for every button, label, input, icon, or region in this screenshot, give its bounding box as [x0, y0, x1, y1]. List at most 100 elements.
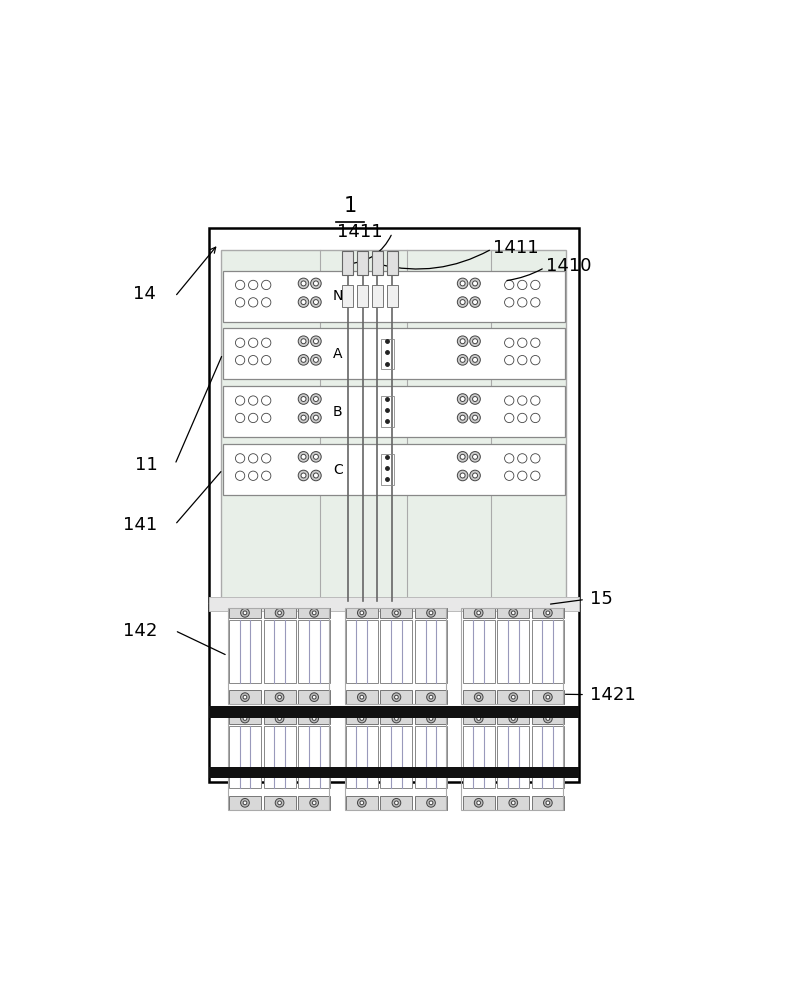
Bar — [346, 796, 378, 810]
Circle shape — [277, 695, 282, 699]
Circle shape — [472, 300, 477, 305]
Circle shape — [472, 473, 477, 478]
Circle shape — [312, 611, 316, 615]
Bar — [463, 713, 495, 724]
Circle shape — [249, 413, 257, 423]
Circle shape — [358, 609, 367, 617]
Circle shape — [470, 278, 480, 289]
Bar — [497, 608, 529, 618]
Circle shape — [546, 801, 549, 805]
Text: 1411: 1411 — [338, 223, 383, 241]
Bar — [497, 620, 529, 683]
Circle shape — [298, 336, 309, 347]
Circle shape — [298, 394, 309, 404]
Circle shape — [477, 611, 480, 615]
Circle shape — [275, 693, 284, 702]
Circle shape — [544, 693, 553, 702]
Circle shape — [310, 609, 318, 617]
Circle shape — [298, 412, 309, 423]
Bar — [532, 726, 564, 788]
Bar — [345, 713, 446, 810]
Circle shape — [517, 413, 527, 423]
Circle shape — [310, 355, 322, 365]
Circle shape — [512, 611, 515, 615]
Bar — [532, 713, 564, 724]
Circle shape — [314, 415, 318, 420]
Bar — [298, 713, 330, 724]
Circle shape — [298, 452, 309, 462]
Circle shape — [360, 717, 363, 720]
Bar — [381, 396, 394, 427]
Circle shape — [470, 336, 480, 347]
Circle shape — [517, 338, 527, 347]
Circle shape — [301, 454, 306, 459]
Bar — [532, 796, 564, 810]
Circle shape — [429, 611, 433, 615]
Circle shape — [395, 611, 399, 615]
Circle shape — [360, 611, 363, 615]
Circle shape — [310, 452, 322, 462]
Circle shape — [358, 714, 367, 723]
Text: B: B — [333, 405, 342, 419]
Circle shape — [517, 396, 527, 405]
Circle shape — [546, 717, 549, 720]
Text: 1: 1 — [343, 196, 357, 216]
Circle shape — [314, 357, 318, 362]
Circle shape — [249, 298, 257, 307]
Bar — [415, 713, 447, 724]
Bar — [380, 608, 412, 618]
Circle shape — [460, 281, 465, 286]
Circle shape — [360, 801, 363, 805]
Bar — [532, 620, 564, 683]
Circle shape — [517, 298, 527, 307]
Bar — [346, 726, 378, 788]
Circle shape — [358, 798, 367, 807]
Circle shape — [504, 396, 514, 405]
Text: 15: 15 — [590, 590, 613, 608]
Circle shape — [301, 397, 306, 402]
Bar — [228, 608, 329, 704]
Bar — [381, 339, 394, 369]
Bar — [357, 285, 368, 307]
Circle shape — [474, 609, 483, 617]
Circle shape — [427, 609, 435, 617]
Circle shape — [509, 693, 517, 702]
Circle shape — [474, 798, 483, 807]
Bar — [264, 608, 296, 618]
Bar — [229, 620, 261, 683]
Circle shape — [310, 278, 322, 289]
Circle shape — [472, 415, 477, 420]
Circle shape — [504, 471, 514, 480]
Circle shape — [314, 281, 318, 286]
Circle shape — [457, 336, 468, 347]
Circle shape — [310, 798, 318, 807]
Circle shape — [504, 280, 514, 290]
Circle shape — [460, 357, 465, 362]
Circle shape — [392, 609, 401, 617]
Bar — [497, 726, 529, 788]
Circle shape — [392, 693, 401, 702]
Bar — [264, 713, 296, 724]
Circle shape — [236, 280, 245, 290]
Circle shape — [241, 693, 249, 702]
Circle shape — [531, 298, 540, 307]
Circle shape — [277, 611, 282, 615]
Circle shape — [249, 471, 257, 480]
Bar — [264, 726, 296, 788]
Circle shape — [509, 609, 517, 617]
Circle shape — [314, 454, 318, 459]
Bar — [229, 713, 261, 724]
Circle shape — [277, 801, 282, 805]
Bar — [229, 726, 261, 788]
Circle shape — [358, 693, 367, 702]
Circle shape — [470, 355, 480, 365]
Circle shape — [460, 454, 465, 459]
Circle shape — [457, 412, 468, 423]
Circle shape — [236, 471, 245, 480]
Circle shape — [474, 693, 483, 702]
Bar — [342, 285, 353, 307]
Circle shape — [427, 714, 435, 723]
Bar — [346, 690, 378, 704]
Circle shape — [457, 452, 468, 462]
Circle shape — [312, 801, 316, 805]
